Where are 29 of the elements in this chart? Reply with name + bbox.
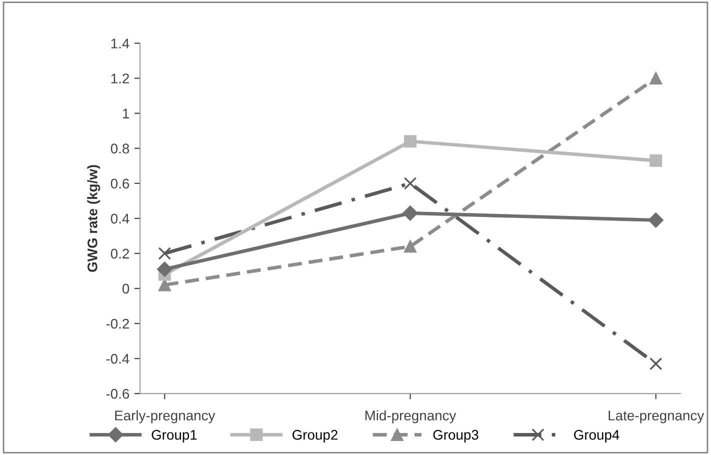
point <box>648 212 664 228</box>
y-axis-title: GWG rate (kg/w) <box>87 165 100 272</box>
point <box>402 206 418 221</box>
x-tick-label: Mid-pregnancy <box>365 410 456 424</box>
y-tick-label: -0.4 <box>106 354 130 364</box>
x-tick-label: Late-pregnancy <box>608 410 704 424</box>
point <box>650 154 662 167</box>
y-tick-label: -0.6 <box>106 388 130 399</box>
legend-label: Group4 <box>574 430 620 442</box>
y-tick-label: 0.8 <box>110 144 130 154</box>
y-tick-label: 0.6 <box>110 178 130 189</box>
y-tick-label: 0 <box>122 284 130 294</box>
point <box>650 72 662 85</box>
y-tick-label: 1.2 <box>111 74 129 84</box>
point <box>404 240 416 253</box>
y-tick-label: 0.2 <box>110 248 129 259</box>
y-tick-label: -0.2 <box>106 318 129 329</box>
y-tick-label: 1.4 <box>111 38 130 48</box>
point <box>404 135 416 148</box>
legend-label: Group2 <box>292 430 338 442</box>
legend-label: Group1 <box>152 430 197 442</box>
legend-label: Group3 <box>433 430 478 442</box>
x-tick-label: Early-pregnancy <box>115 410 216 424</box>
point <box>649 357 662 370</box>
point <box>404 176 417 190</box>
point <box>158 247 172 260</box>
y-tick-label: 1 <box>122 108 129 118</box>
point <box>157 262 172 277</box>
y-tick-label: 0.4 <box>110 214 130 224</box>
